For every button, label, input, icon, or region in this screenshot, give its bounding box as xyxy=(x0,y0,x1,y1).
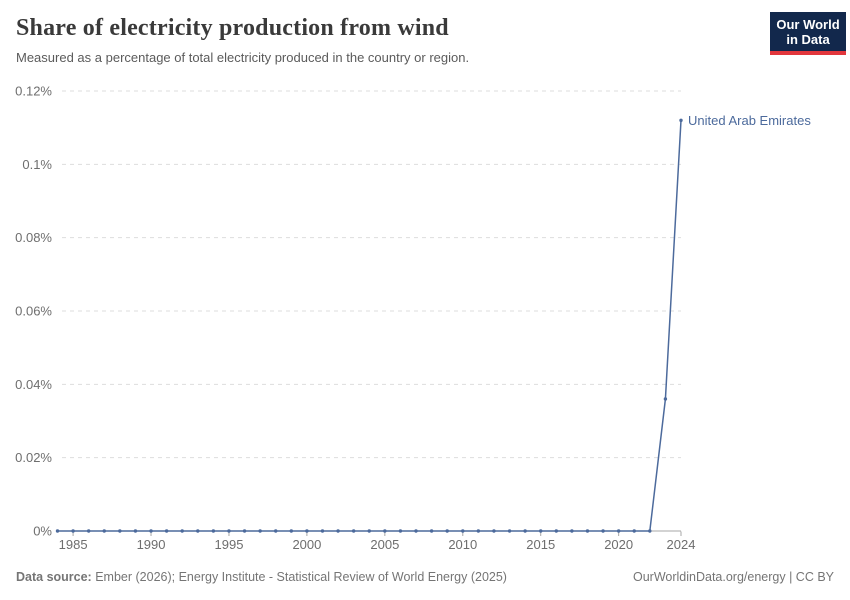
chart-footer: Data source: Ember (2026); Energy Instit… xyxy=(16,569,834,585)
data-point[interactable] xyxy=(507,529,512,533)
y-tick-label: 0% xyxy=(33,524,52,539)
data-point[interactable] xyxy=(554,529,558,533)
data-point[interactable] xyxy=(211,529,216,533)
data-point[interactable] xyxy=(429,529,434,533)
chart-header: Share of electricity production from win… xyxy=(16,14,706,66)
y-tick-label: 0.08% xyxy=(15,230,52,245)
x-tick-label: 2000 xyxy=(292,537,321,552)
data-point[interactable] xyxy=(383,529,387,533)
data-point[interactable] xyxy=(585,529,590,533)
data-point[interactable] xyxy=(492,529,496,533)
entity-label[interactable]: United Arab Emirates xyxy=(688,113,811,128)
data-point[interactable] xyxy=(86,529,91,533)
data-point[interactable] xyxy=(118,529,122,533)
data-point[interactable] xyxy=(258,529,262,533)
owid-logo[interactable]: Our World in Data xyxy=(770,12,846,55)
data-source: Data source: Ember (2026); Energy Instit… xyxy=(16,569,507,585)
y-tick-label: 0.04% xyxy=(15,377,52,392)
x-tick-label: 2020 xyxy=(604,537,633,552)
data-point[interactable] xyxy=(414,529,418,533)
data-point[interactable] xyxy=(570,529,574,533)
data-point[interactable] xyxy=(367,529,371,533)
data-point[interactable] xyxy=(274,529,278,533)
data-point[interactable] xyxy=(351,529,356,533)
data-point[interactable] xyxy=(461,529,465,533)
y-tick-label: 0.12% xyxy=(15,84,52,99)
data-point[interactable] xyxy=(180,529,184,533)
x-tick-label: 1985 xyxy=(59,537,88,552)
x-tick-label: 1995 xyxy=(215,537,244,552)
x-tick-label: 1990 xyxy=(137,537,166,552)
data-source-label: Data source: xyxy=(16,570,92,584)
x-tick-label: 2005 xyxy=(370,537,399,552)
page-title: Share of electricity production from win… xyxy=(16,15,449,41)
data-point[interactable] xyxy=(679,118,683,123)
data-point[interactable] xyxy=(102,529,106,533)
series-line[interactable] xyxy=(57,120,682,532)
data-point[interactable] xyxy=(601,529,605,533)
data-point[interactable] xyxy=(149,529,153,533)
data-point[interactable] xyxy=(445,529,449,533)
data-point[interactable] xyxy=(196,529,200,533)
data-point[interactable] xyxy=(539,529,543,533)
data-point[interactable] xyxy=(648,529,652,533)
chart-subtitle: Measured as a percentage of total electr… xyxy=(16,50,470,65)
data-point[interactable] xyxy=(632,529,636,533)
data-point[interactable] xyxy=(289,529,294,533)
data-point[interactable] xyxy=(336,529,340,533)
data-point[interactable] xyxy=(305,529,309,533)
y-tick-label: 0.1% xyxy=(22,157,52,172)
data-point[interactable] xyxy=(476,529,481,533)
logo-line-1: Our World xyxy=(776,17,840,32)
y-tick-label: 0.02% xyxy=(15,450,52,465)
data-point[interactable] xyxy=(616,529,621,533)
data-point[interactable] xyxy=(663,397,668,401)
data-point[interactable] xyxy=(398,529,403,533)
data-point[interactable] xyxy=(133,529,138,533)
logo-line-2: in Data xyxy=(786,32,830,47)
x-tick-label: 2024 xyxy=(667,537,696,552)
data-point[interactable] xyxy=(227,529,231,533)
owid-link[interactable]: OurWorldinData.org/energy | CC BY xyxy=(632,570,834,584)
data-point[interactable] xyxy=(164,529,169,533)
data-point[interactable] xyxy=(320,529,325,533)
x-tick-label: 2010 xyxy=(448,537,477,552)
data-source-text: Ember (2026); Energy Institute - Statist… xyxy=(95,570,507,584)
y-tick-label: 0.06% xyxy=(15,304,52,319)
data-point[interactable] xyxy=(242,529,247,533)
data-point[interactable] xyxy=(55,529,60,533)
data-point[interactable] xyxy=(523,529,527,533)
x-tick-label: 2015 xyxy=(526,537,555,552)
data-point[interactable] xyxy=(71,529,75,533)
